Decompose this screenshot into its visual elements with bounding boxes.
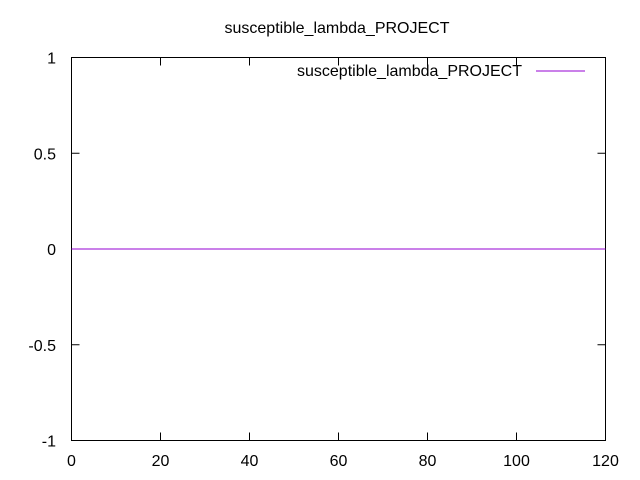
x-tick-label: 40 [241, 453, 259, 470]
x-axis: 0 20 40 60 80 100 120 [67, 57, 619, 470]
y-tick-label: -1 [42, 434, 56, 451]
x-tick-label: 100 [503, 453, 530, 470]
legend-label: susceptible_lambda_PROJECT [297, 63, 522, 80]
legend: susceptible_lambda_PROJECT [297, 63, 585, 80]
chart-title: susceptible_lambda_PROJECT [225, 20, 450, 37]
y-tick-label: 0.5 [34, 146, 56, 163]
x-tick-label: 0 [67, 453, 76, 470]
y-axis: -1 -0.5 0 0.5 1 [28, 51, 606, 451]
y-tick-label: 1 [47, 51, 56, 68]
x-tick-label: 20 [152, 453, 170, 470]
x-tick-label: 60 [330, 453, 348, 470]
y-tick-label: -0.5 [28, 338, 56, 355]
y-tick-label: 0 [47, 242, 56, 259]
x-tick-label: 80 [419, 453, 437, 470]
x-tick-label: 120 [592, 453, 619, 470]
